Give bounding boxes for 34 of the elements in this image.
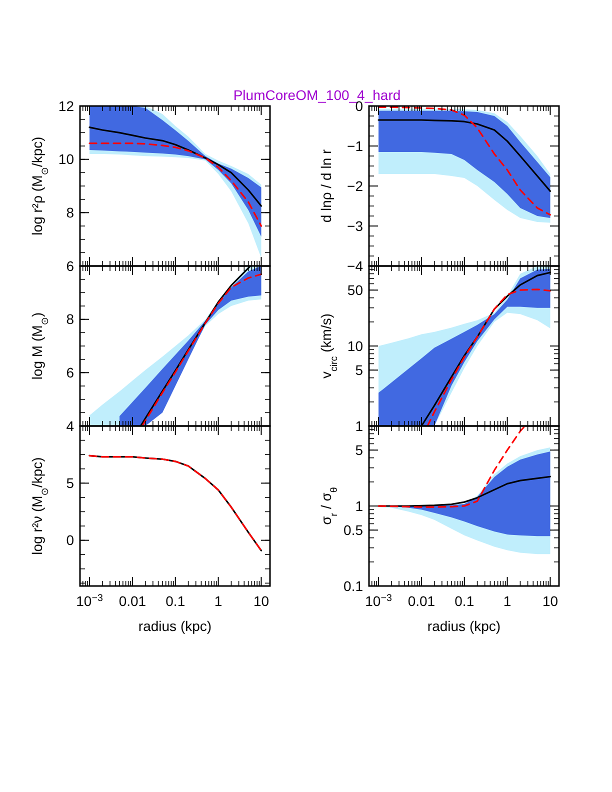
y-tick-label: 0 [66, 532, 74, 548]
x-axis-title: radius (kpc) [138, 618, 212, 634]
y-tick-label: 8 [66, 204, 74, 221]
y-tick-label: 5 [66, 475, 74, 492]
y-tick-label: 8 [66, 311, 74, 328]
x-tick-label: 1 [503, 593, 512, 609]
y-tick-label: 5 [355, 362, 364, 378]
y-tick-label: 1 [355, 418, 364, 434]
x-tick-label: 0.1 [166, 593, 186, 609]
x-tick-label: 10 [253, 593, 270, 609]
y-tick-label: 10 [347, 338, 364, 354]
y-axis-title: d lnρ / d ln r [318, 149, 334, 223]
y-tick-label: −2 [347, 178, 364, 194]
y-tick-label: 6 [66, 364, 74, 381]
x-tick-label: 0.01 [118, 593, 146, 609]
y-tick-label: 6 [66, 258, 74, 274]
x-tick-label: 10$^{−3}$ [365, 592, 392, 609]
y-tick-label: 12 [58, 98, 74, 114]
y-tick-label: 10 [58, 151, 74, 168]
y-tick-label: 50 [347, 282, 364, 298]
y-tick-label: 0.5 [344, 522, 364, 538]
y-tick-label: 4 [66, 418, 74, 434]
y-tick-label: −3 [347, 218, 364, 234]
x-axis-title: radius (kpc) [427, 618, 501, 634]
x-tick-label: 0.01 [408, 593, 436, 609]
y-tick-label: 5 [355, 442, 364, 458]
x-tick-label: 10 [542, 593, 558, 609]
y-tick-label: 0.1 [344, 578, 364, 594]
y-tick-label: 1 [355, 498, 364, 514]
y-tick-label: −4 [347, 258, 364, 274]
x-tick-label: 10$^{−3}$ [76, 592, 104, 609]
y-tick-label: −1 [347, 138, 364, 154]
x-tick-label: 0.1 [454, 593, 474, 609]
x-tick-label: 1 [214, 593, 222, 609]
